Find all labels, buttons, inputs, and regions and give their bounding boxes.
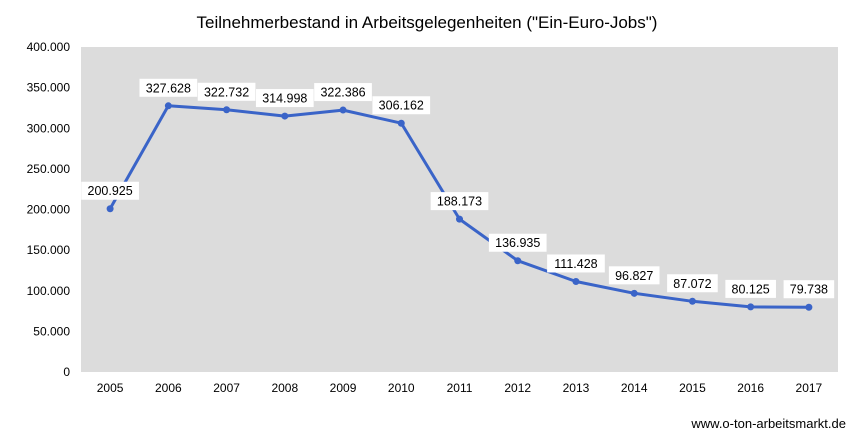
data-label: 111.428 bbox=[547, 254, 605, 273]
data-label-text: 111.428 bbox=[554, 257, 597, 271]
data-label: 80.125 bbox=[725, 279, 776, 298]
y-tick-label: 400.000 bbox=[27, 40, 71, 54]
data-label: 87.072 bbox=[667, 274, 718, 293]
data-label: 200.925 bbox=[81, 181, 139, 200]
y-tick-label: 200.000 bbox=[27, 203, 71, 217]
data-label-box bbox=[667, 274, 718, 293]
y-axis: 0 50.000 100.000 150.000 200.000 250.000 300.0… bbox=[27, 40, 71, 379]
data-label: 322.386 bbox=[314, 83, 372, 102]
data-label-text: 79.738 bbox=[790, 283, 828, 297]
x-tick-label: 2010 bbox=[388, 381, 415, 395]
data-point bbox=[805, 303, 813, 311]
x-tick-label: 2007 bbox=[213, 381, 240, 395]
data-label: 306.162 bbox=[372, 96, 431, 115]
data-label-text: 96.827 bbox=[615, 269, 653, 283]
x-tick-label: 2012 bbox=[504, 381, 531, 395]
y-tick-label: 150.000 bbox=[27, 243, 71, 257]
data-label-box bbox=[783, 280, 835, 299]
data-label: 314.998 bbox=[255, 89, 314, 108]
data-label-text: 322.386 bbox=[320, 86, 365, 100]
x-tick-label: 2017 bbox=[796, 381, 823, 395]
data-label: 188.173 bbox=[430, 192, 489, 211]
data-label-box bbox=[488, 233, 547, 252]
data-label-box bbox=[255, 89, 314, 108]
data-label: 327.628 bbox=[139, 78, 198, 97]
data-label-box bbox=[197, 82, 256, 101]
data-label: 96.827 bbox=[608, 266, 660, 285]
data-point bbox=[456, 215, 463, 223]
data-label-text: 322.732 bbox=[204, 85, 249, 99]
y-tick-label: 300.000 bbox=[27, 121, 71, 135]
data-label-box bbox=[547, 254, 605, 273]
data-label: 322.732 bbox=[197, 82, 256, 101]
data-label-box bbox=[608, 266, 660, 285]
data-label: 79.738 bbox=[783, 280, 835, 299]
data-point bbox=[223, 106, 231, 114]
data-label-text: 136.935 bbox=[495, 236, 540, 250]
data-point bbox=[630, 289, 638, 297]
data-point bbox=[281, 112, 289, 120]
data-label-box bbox=[314, 83, 372, 102]
data-point bbox=[106, 205, 114, 213]
y-tick-label: 350.000 bbox=[27, 81, 71, 95]
data-point bbox=[688, 297, 696, 305]
data-label-box bbox=[430, 192, 489, 211]
data-point bbox=[747, 303, 755, 311]
chart-title: Teilnehmerbestand in Arbeitsgelegenheite… bbox=[197, 13, 658, 32]
x-tick-label: 2008 bbox=[271, 381, 298, 395]
data-label: 136.935 bbox=[488, 233, 547, 252]
data-label-box bbox=[139, 78, 198, 97]
data-label-text: 306.162 bbox=[379, 99, 424, 113]
x-tick-label: 2015 bbox=[679, 381, 706, 395]
data-label-box bbox=[81, 181, 139, 200]
data-label-text: 188.173 bbox=[437, 195, 482, 209]
y-tick-label: 0 bbox=[63, 365, 70, 379]
data-point bbox=[397, 119, 405, 127]
x-tick-label: 2011 bbox=[447, 381, 473, 395]
source-url: www.o-ton-arbeitsmarkt.de bbox=[690, 416, 846, 431]
data-point bbox=[514, 257, 522, 265]
x-tick-label: 2016 bbox=[737, 381, 764, 395]
data-label-text: 200.925 bbox=[88, 184, 133, 198]
x-tick-label: 2009 bbox=[330, 381, 357, 395]
data-label-text: 327.628 bbox=[146, 81, 191, 95]
x-tick-label: 2005 bbox=[97, 381, 124, 395]
data-point bbox=[572, 277, 580, 285]
data-labels: 200.925 327.628 322.732 314.998 322.386 306.1… bbox=[81, 78, 835, 299]
y-tick-label: 100.000 bbox=[27, 284, 71, 298]
data-points bbox=[106, 102, 813, 311]
x-tick-label: 2013 bbox=[563, 381, 590, 395]
data-label-text: 80.125 bbox=[732, 282, 770, 296]
x-tick-label: 2014 bbox=[621, 381, 648, 395]
y-tick-label: 250.000 bbox=[27, 162, 71, 176]
data-label-box bbox=[725, 279, 776, 298]
y-tick-label: 50.000 bbox=[33, 324, 70, 338]
x-tick-label: 2006 bbox=[155, 381, 182, 395]
x-axis: 2005 2006 2007 2008 2009 2010 2011 2012 2013 2014… bbox=[97, 381, 823, 395]
data-label-text: 87.072 bbox=[673, 277, 711, 291]
data-label-box bbox=[372, 96, 431, 115]
data-point bbox=[339, 106, 347, 114]
data-point bbox=[164, 102, 172, 110]
data-label-text: 314.998 bbox=[262, 92, 307, 106]
